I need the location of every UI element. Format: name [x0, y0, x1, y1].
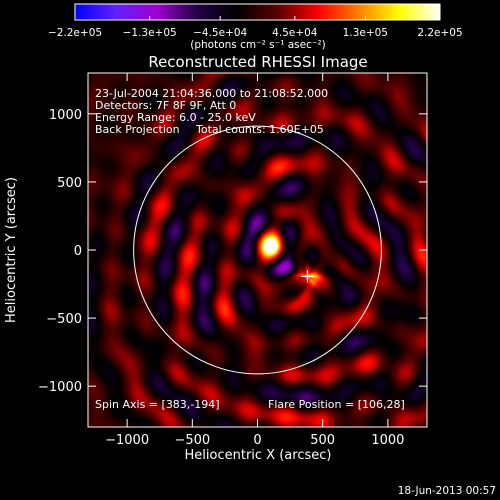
colorbar-tick-label: 2.2e+05	[417, 27, 462, 39]
x-tick-label: −500	[174, 433, 210, 448]
footer-date: 18-Jun-2013 00:57	[398, 485, 496, 497]
y-tick-label: 0	[74, 244, 82, 259]
x-axis-label: Heliocentric X (arcsec)	[185, 448, 332, 463]
y-tick-label: 500	[57, 176, 82, 191]
colorbar-tick-label: −2.2e+05	[48, 27, 102, 39]
y-axis-ticks: −1000 −500 0 500 1000	[38, 108, 427, 395]
x-tick-label: 1000	[371, 433, 404, 448]
x-tick-label: −1000	[105, 433, 149, 448]
colorbar-tick-label: −4.5e+04	[193, 27, 247, 39]
annotation-detectors: Detectors: 7F 8F 9F, Att 0	[95, 99, 236, 112]
plot-area: −1000 −500 0 500 1000 −1000 −500 0 500 1000 23-J…	[38, 72, 428, 448]
spin-axis-marker	[301, 270, 314, 283]
annotation-method: Back Projection	[95, 123, 180, 136]
y-axis-label: Heliocentric Y (arcsec)	[4, 177, 19, 323]
colorbar-tick-label: 4.5e+04	[272, 27, 318, 39]
y-tick-label: 1000	[49, 108, 82, 123]
colorbar-unit-label: (photons cm⁻² s⁻¹ asec⁻²)	[190, 39, 325, 51]
solar-limb-circle	[133, 125, 382, 375]
colorbar: −2.2e+05 −1.3e+05 −4.5e+04 4.5e+04 1.3e+05 2.…	[48, 3, 463, 51]
y-tick-label: −1000	[38, 380, 82, 395]
annotation-energy-range: Energy Range: 6.0 - 25.0 keV	[95, 111, 256, 124]
colorbar-tick-label: −1.3e+05	[123, 27, 177, 39]
colorbar-tick-label: 1.3e+05	[343, 27, 388, 39]
y-tick-label: −500	[46, 312, 82, 327]
colorbar-ticks: −2.2e+05 −1.3e+05 −4.5e+04 4.5e+04 1.3e+05 2.…	[48, 16, 463, 39]
colorbar-bar	[74, 3, 441, 21]
x-axis-ticks: −1000 −500 0 500 1000	[105, 73, 404, 448]
annotation-spin-axis: Spin Axis = [383,-194]	[95, 398, 220, 411]
chart-title: Reconstructed RHESSI Image	[148, 53, 367, 71]
annotation-flare-position: Flare Position = [106,28]	[268, 398, 405, 411]
x-tick-label: 0	[253, 433, 261, 448]
annotation-total-counts: Total counts: 1.60E+05	[195, 123, 324, 136]
annotation-time-range: 23-Jul-2004 21:04:36.000 to 21:08:52.000	[95, 87, 328, 100]
heatmap-image	[88, 73, 427, 427]
x-tick-label: 500	[310, 433, 335, 448]
